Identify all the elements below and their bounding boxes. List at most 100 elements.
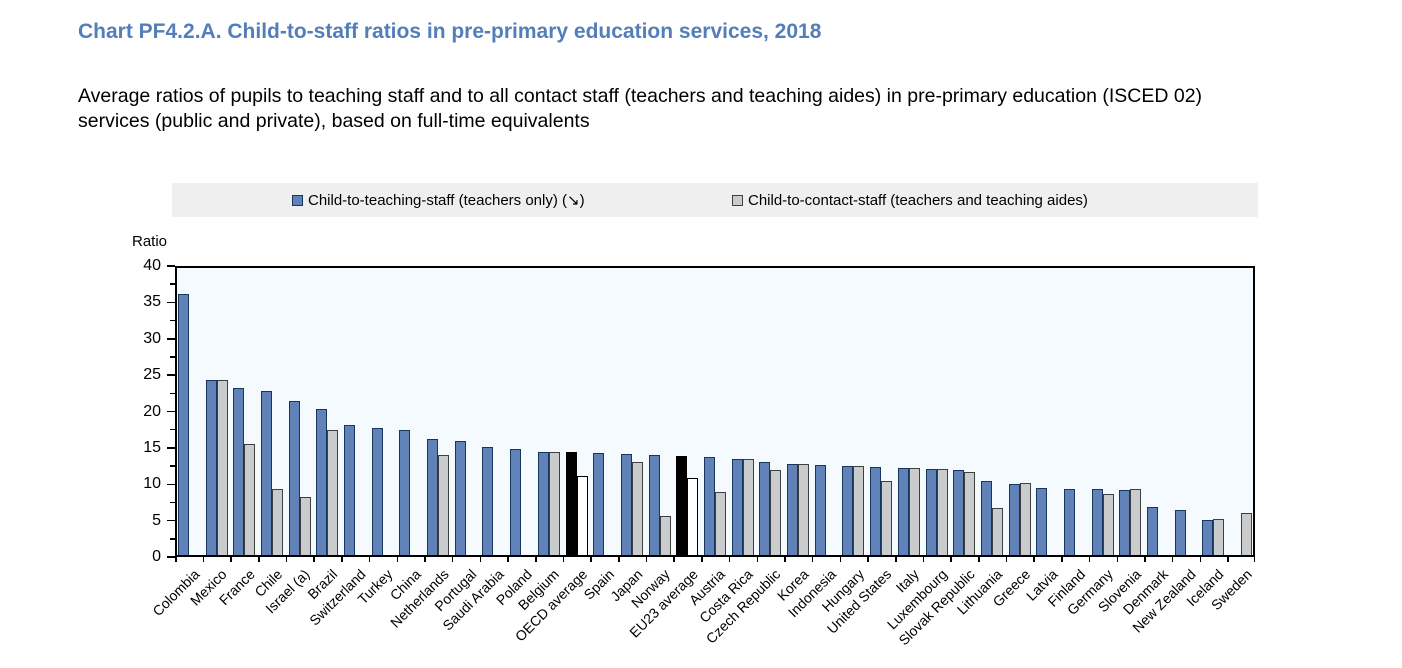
x-axis-tick — [811, 557, 814, 562]
y-axis-minor-tick — [170, 501, 175, 504]
y-tick-label-30: 30 — [143, 329, 161, 347]
bar-teaching-japan — [620, 454, 632, 557]
bar-contact-lithuania — [991, 508, 1003, 557]
y-axis-minor-tick — [170, 283, 175, 285]
y-axis-minor-tick — [170, 465, 175, 467]
x-axis-tick — [396, 557, 399, 562]
x-axis-tick — [895, 557, 897, 562]
x-axis-tick — [424, 557, 426, 562]
bar-contact-eu23-average — [687, 477, 699, 557]
x-axis-tick — [978, 557, 980, 562]
bar-teaching-hungary — [842, 466, 854, 557]
bar-contact-france — [244, 444, 256, 557]
bar-teaching-czech-republic — [759, 461, 771, 557]
x-axis-tick — [202, 557, 205, 562]
bar-teaching-indonesia — [814, 464, 826, 557]
bar-contact-slovenia — [1130, 489, 1142, 557]
bar-teaching-switzerland — [344, 424, 355, 557]
y-axis-minor-tick — [170, 319, 175, 322]
bar-teaching-netherlands — [427, 439, 439, 557]
x-axis-tick — [1171, 557, 1174, 562]
y-axis-minor-tick — [170, 392, 175, 395]
y-tick-label-35: 35 — [143, 293, 161, 311]
bar-contact-austria — [715, 492, 726, 557]
bar-contact-sweden — [1241, 512, 1253, 557]
x-axis-tick — [562, 557, 565, 562]
x-axis-tick — [701, 557, 703, 562]
x-axis-tick — [1061, 557, 1063, 562]
bar-teaching-portugal — [454, 441, 466, 557]
bar-contact-greece — [1019, 482, 1031, 557]
x-axis-tick — [645, 557, 648, 562]
bar-teaching-korea — [787, 463, 799, 557]
x-axis-tick — [590, 557, 592, 562]
bar-teaching-norway — [648, 455, 660, 557]
bar-teaching-turkey — [371, 427, 383, 557]
bar-teaching-belgium — [537, 451, 549, 557]
bar-teaching-greece — [1008, 483, 1020, 557]
bar-teaching-mexico — [205, 379, 217, 557]
y-tick-label-0: 0 — [152, 548, 161, 565]
y-axis-tick — [167, 374, 175, 376]
x-axis-tick — [258, 557, 260, 562]
bar-teaching-brazil — [316, 409, 328, 557]
x-axis-tick — [285, 557, 288, 562]
bar-teaching-new-zealand — [1174, 509, 1186, 557]
bar-contact-korea — [798, 463, 810, 557]
legend-label-contact: Child-to-contact-staff (teachers and tea… — [748, 191, 1088, 209]
x-axis-tick — [479, 557, 482, 562]
x-axis-tick — [728, 557, 731, 562]
y-axis-tick — [167, 265, 175, 267]
y-axis-tick — [167, 410, 175, 413]
x-axis-tick — [673, 557, 675, 562]
bar-teaching-iceland — [1202, 519, 1214, 557]
bar-contact-brazil — [327, 429, 339, 557]
bar-teaching-oecd-average — [565, 452, 577, 557]
x-axis-tick — [756, 557, 759, 562]
y-axis-title: Ratio — [132, 233, 168, 250]
bar-contact-belgium — [548, 451, 560, 557]
x-axis-tick — [341, 557, 343, 562]
bar-contact-united-states — [881, 481, 893, 557]
bar-contact-hungary — [853, 466, 865, 557]
x-axis-tick — [922, 557, 925, 562]
bar-teaching-france — [233, 387, 245, 557]
bar-contact-japan — [631, 461, 643, 557]
bar-contact-mexico — [216, 379, 228, 557]
y-tick-label-40: 40 — [143, 257, 161, 274]
y-axis-minor-tick — [170, 356, 175, 358]
x-axis-labels: Colombia Mexico France Chile Israel (a) Brazi… — [149, 560, 1255, 668]
y-axis-minor-tick — [170, 538, 175, 540]
legend-item-teaching: Child-to-teaching-staff (teachers only) … — [292, 183, 585, 217]
y-axis-tick — [167, 483, 175, 485]
bar-contact-israel-a- — [299, 496, 311, 557]
bar-teaching-costa-rica — [731, 458, 743, 557]
legend-marker-teaching-icon — [292, 194, 303, 206]
x-axis-tick — [1033, 557, 1035, 562]
bar-contact-netherlands — [438, 455, 450, 557]
bar-teaching-lithuania — [980, 481, 992, 557]
bar-contact-oecd-average — [576, 476, 588, 557]
bar-teaching-slovak-republic — [953, 470, 965, 557]
x-axis-tick — [1199, 557, 1202, 562]
bar-teaching-poland — [510, 448, 522, 557]
y-axis-tick — [167, 338, 175, 340]
x-axis-tick — [175, 557, 177, 562]
x-axis-tick — [839, 557, 842, 562]
bar-teaching-luxembourg — [925, 468, 937, 557]
bar-contact-costa-rica — [742, 458, 754, 557]
x-axis-tick — [1116, 557, 1119, 562]
x-axis-tick — [784, 557, 786, 562]
y-tick-label-10: 10 — [143, 475, 161, 493]
bar-contact-italy — [908, 468, 920, 557]
x-axis-tick — [867, 557, 869, 562]
y-tick-label-5: 5 — [152, 511, 161, 529]
x-axis-tick — [451, 557, 454, 562]
bar-teaching-finland — [1064, 488, 1075, 557]
y-tick-label-20: 20 — [143, 402, 161, 420]
bar-teaching-china — [399, 430, 411, 557]
bar-contact-chile — [271, 488, 283, 557]
bar-teaching-denmark — [1147, 506, 1159, 557]
bar-contact-luxembourg — [936, 468, 948, 557]
